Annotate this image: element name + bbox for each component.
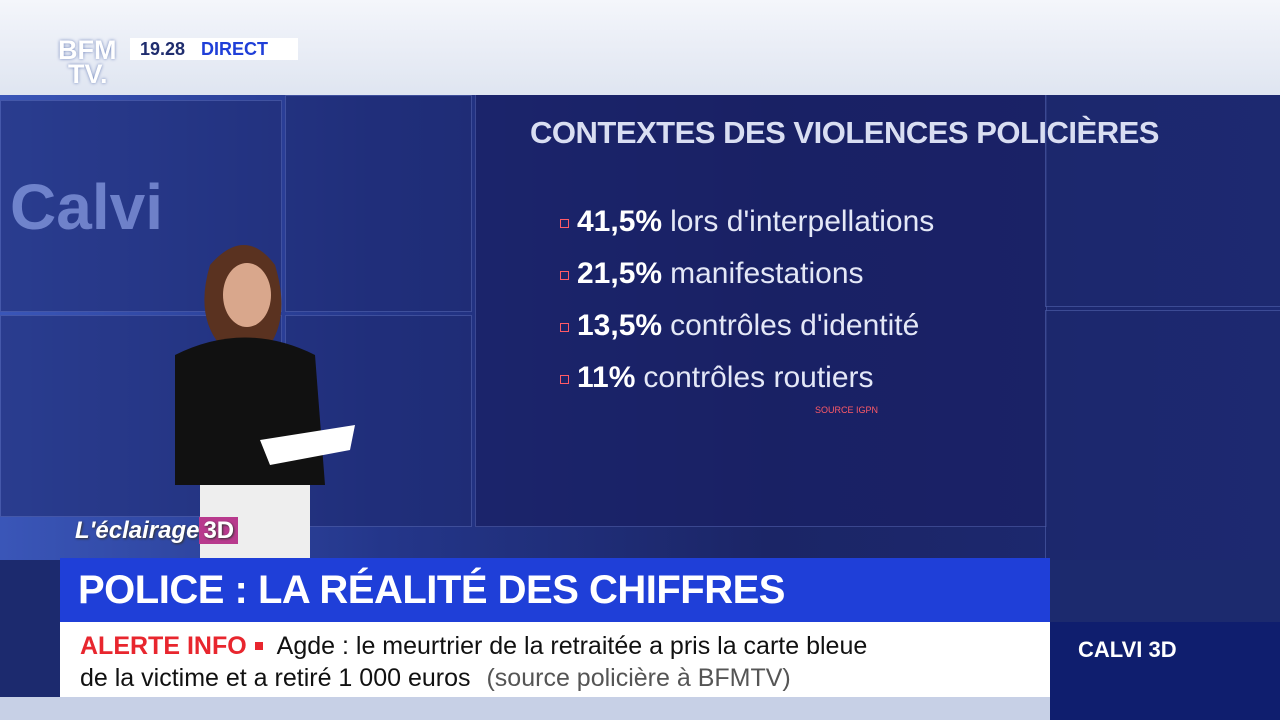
- ticker-line: ALERTE INFO Agde : le meurtrier de la ret…: [80, 632, 867, 661]
- item-label: manifestations: [670, 257, 864, 290]
- bullet: [560, 374, 569, 384]
- papers: [260, 425, 355, 465]
- panel: [1045, 95, 1280, 307]
- ticker: ALERTE INFO Agde : le meurtrier de la ret…: [60, 622, 1050, 697]
- item-label: contrôles d'identité: [670, 309, 920, 342]
- program: CALVI 3D: [1078, 637, 1177, 662]
- segment: L'éclairage 3D: [75, 517, 239, 545]
- live: DIRECT: [201, 39, 269, 59]
- item-label: lors d'interpellations: [670, 205, 935, 238]
- presenter: [175, 245, 355, 560]
- ticker-text: Agde : le meurtrier de la retraitée a pr…: [276, 632, 868, 660]
- background-text: Calvi: [10, 171, 163, 243]
- tag-square: [254, 642, 263, 650]
- ticker-text: de la victime et a retiré 1 000 euros: [80, 664, 471, 692]
- time: 19.28: [140, 39, 186, 59]
- source: SOURCE IGPN: [815, 405, 879, 415]
- logo-line: BFM: [58, 35, 117, 65]
- item-value: 13,5%: [577, 309, 663, 342]
- item: 41,5% lors d'interpellations: [560, 205, 934, 239]
- item-value: 21,5%: [577, 257, 663, 290]
- item: 21,5% manifestations: [560, 257, 864, 291]
- logo-line: TV.: [68, 59, 108, 89]
- screen: [475, 95, 1047, 527]
- face: [223, 263, 271, 327]
- studio: [0, 95, 1280, 560]
- program-box: CALVI 3D: [1050, 622, 1280, 720]
- item-value: 41,5%: [577, 205, 663, 238]
- alert-tag: ALERTE INFO: [80, 632, 247, 660]
- item: 11% contrôles routiers: [560, 361, 874, 395]
- bullet: [560, 270, 569, 280]
- item-label: contrôles routiers: [643, 361, 874, 394]
- panel: [285, 95, 472, 312]
- bottom-strip: [0, 697, 1050, 720]
- time-bar: 19.28 DIRECT: [130, 38, 298, 60]
- headline: POLICE : LA RÉALITÉ DES CHIFFRES: [60, 558, 1050, 622]
- item: 13,5% contrôles d'identité: [560, 309, 919, 343]
- logo: BFM TV.: [58, 35, 117, 89]
- bullet: [560, 218, 569, 228]
- panel: [1045, 310, 1280, 560]
- ticker-line: de la victime et a retiré 1 000 euros (so…: [80, 664, 791, 693]
- segment-badge: 3D: [199, 517, 239, 544]
- bullet: [560, 322, 569, 332]
- segment-name: L'éclairage: [75, 517, 200, 544]
- shirt: [175, 337, 325, 485]
- ticker-source: (source policière à BFMTV): [486, 664, 791, 692]
- item-value: 11%: [577, 361, 636, 394]
- screen-title: CONTEXTES DES VIOLENCES POLICIÈRES: [530, 115, 1159, 150]
